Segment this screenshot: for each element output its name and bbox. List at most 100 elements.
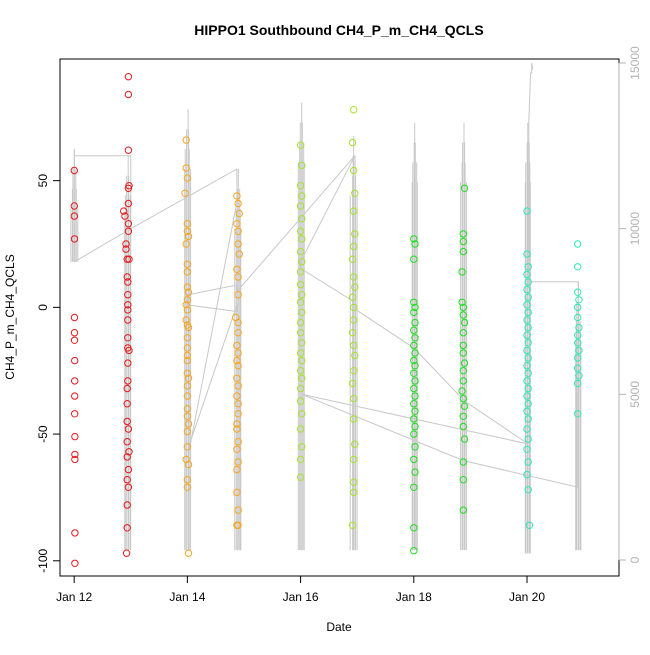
data-point [183, 344, 192, 352]
data-point [410, 356, 418, 365]
data-point [410, 483, 418, 491]
data-point [298, 443, 306, 451]
data-point [296, 202, 305, 210]
data-point [123, 501, 131, 509]
data-point [350, 455, 358, 464]
data-point [183, 476, 192, 484]
data-point [574, 364, 582, 372]
data-point [123, 453, 131, 461]
data-point [574, 331, 582, 339]
data-point [124, 377, 132, 385]
data-point [459, 247, 467, 256]
data-point [124, 146, 133, 154]
data-point [123, 400, 131, 408]
data-point [70, 235, 79, 243]
data-point [459, 311, 467, 319]
data-point [459, 237, 467, 246]
data-point [296, 227, 305, 236]
data-point [71, 377, 79, 385]
data-point [122, 245, 130, 253]
data-point [120, 207, 128, 215]
data-point [410, 524, 418, 532]
y-tick-label: 0 [36, 304, 50, 311]
data-point [70, 202, 79, 210]
data-point [411, 303, 419, 312]
data-point [70, 313, 79, 322]
data-point [233, 425, 241, 433]
data-point [233, 192, 241, 200]
x-axis-label: Date [326, 620, 352, 634]
data-point [410, 400, 418, 408]
data-point [348, 521, 357, 529]
data-point [70, 166, 79, 175]
data-point [523, 301, 531, 309]
data-point [524, 415, 532, 423]
data-point [523, 316, 531, 324]
data-point [350, 106, 358, 114]
data-point [523, 425, 531, 433]
data-point [459, 329, 467, 337]
y-tick-label: 50 [36, 174, 50, 188]
data-point [183, 382, 192, 390]
data-point [124, 465, 133, 474]
x-axis: Jan 12 Jan 14 Jan 16 Jan 18 Jan 20 [56, 575, 545, 604]
data-point [183, 356, 192, 365]
data-point [524, 369, 532, 377]
data-point [70, 336, 79, 344]
data-point [298, 161, 306, 170]
x-tick-label: Jan 16 [283, 590, 319, 604]
y2-tick-label: 10000 [628, 212, 642, 246]
data-point [122, 549, 131, 557]
data-point [460, 359, 469, 367]
data-point [122, 240, 130, 248]
y2-tick-label: 0 [628, 556, 642, 563]
data-point [575, 296, 583, 304]
profile-spikes [70, 102, 582, 554]
data-point [523, 377, 531, 385]
data-point [410, 415, 418, 423]
data-point [71, 559, 79, 567]
data-point [233, 445, 241, 453]
data-point [183, 306, 192, 314]
data-point [71, 450, 79, 459]
data-point [296, 141, 305, 149]
data-point [235, 250, 244, 258]
data-point [460, 402, 469, 410]
data-point [296, 425, 305, 433]
data-point [459, 377, 467, 385]
plot-frame [59, 58, 620, 577]
y2-tick-label: 5000 [628, 381, 642, 408]
data-point [234, 458, 242, 466]
data-point [523, 392, 531, 400]
data-point [124, 73, 133, 81]
data-point [410, 326, 418, 334]
data-point [524, 486, 532, 494]
data-point [183, 220, 192, 228]
data-point [184, 323, 193, 332]
data-point [71, 410, 79, 418]
data-point [123, 384, 131, 393]
altitude-trace-line [73, 62, 579, 488]
data-point [459, 341, 467, 350]
data-point [234, 227, 242, 236]
data-point [575, 323, 583, 332]
data-point [296, 280, 305, 289]
data-point [298, 356, 306, 365]
data-point [124, 227, 133, 236]
data-point [234, 506, 242, 514]
data-point [350, 341, 358, 350]
data-point [183, 392, 192, 400]
data-point [125, 346, 133, 355]
data-point [296, 329, 305, 337]
data-point [459, 230, 467, 238]
data-point [124, 483, 133, 491]
data-point [296, 384, 305, 393]
data-point [524, 458, 532, 466]
data-point [124, 359, 132, 367]
data-point [123, 273, 131, 281]
data-point [411, 349, 419, 357]
data-point [348, 138, 357, 147]
data-point [460, 318, 469, 327]
data-point [182, 136, 190, 144]
